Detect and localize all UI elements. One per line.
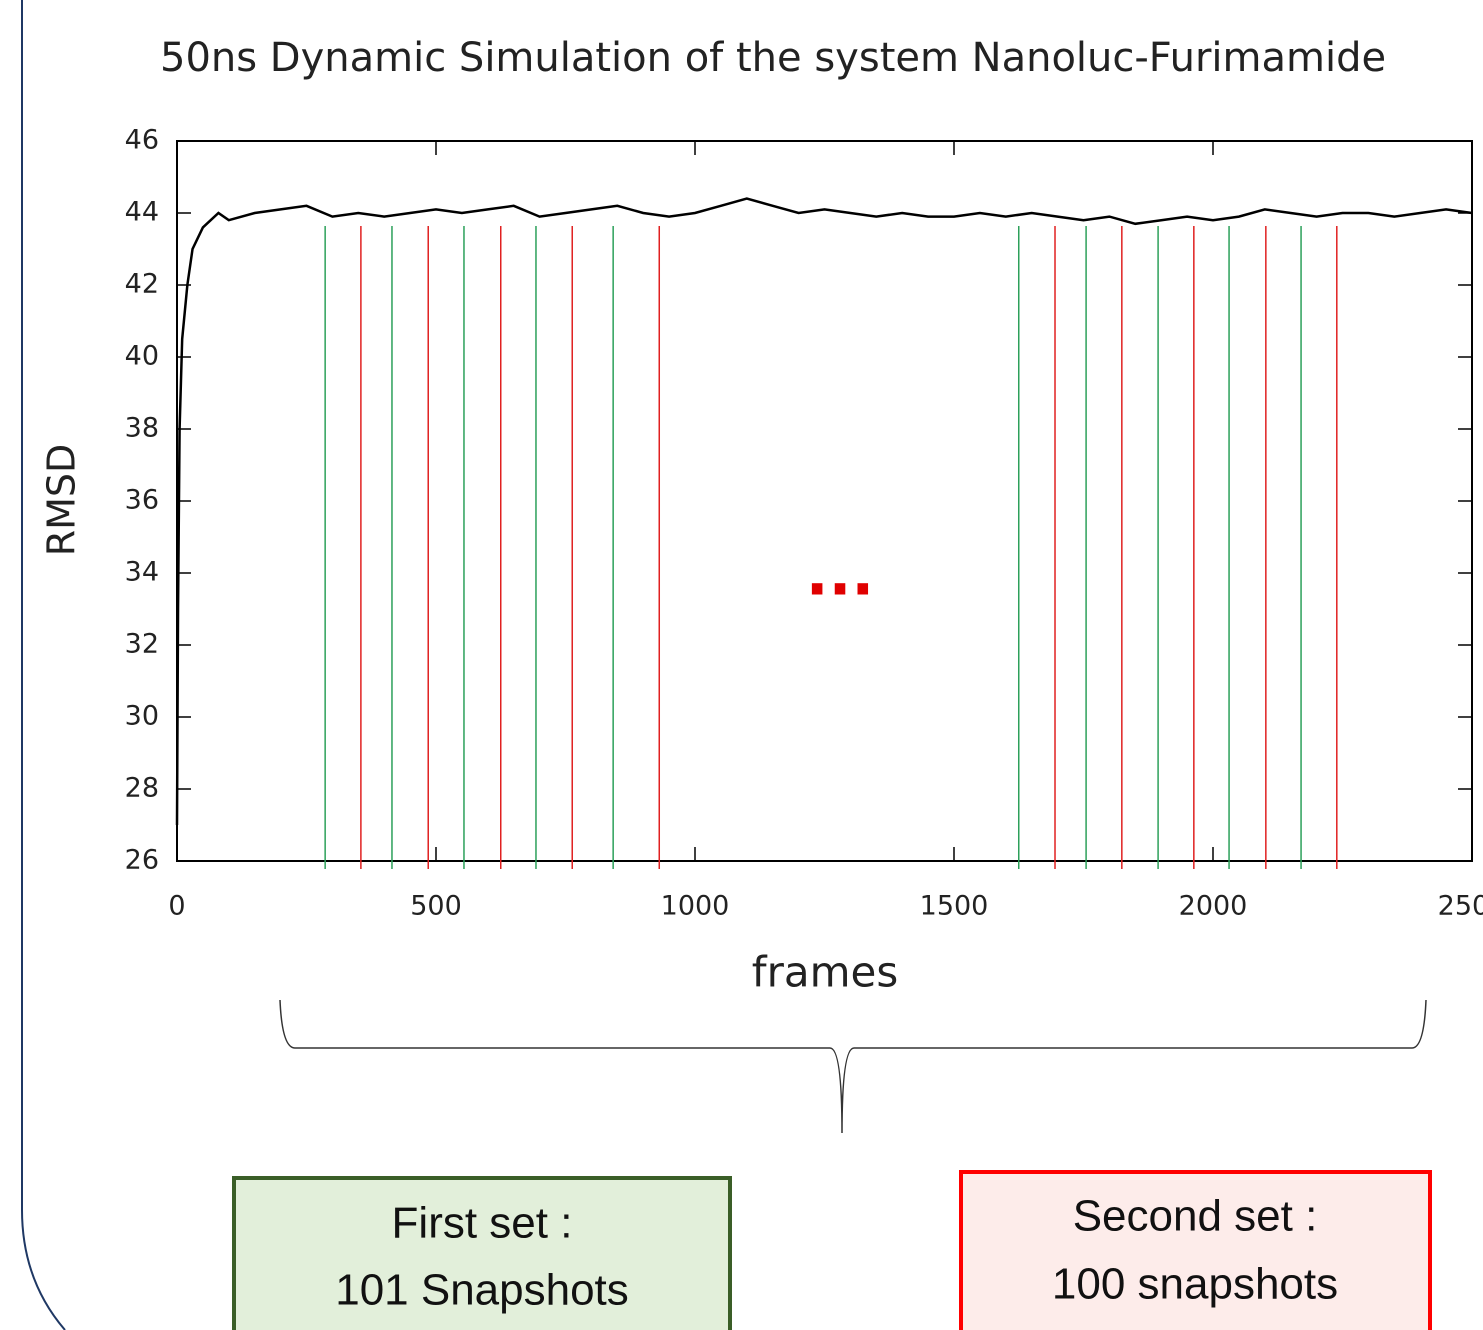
y-tick-label: 26 [125,845,159,876]
annotation-text: 101 Snapshots [335,1266,629,1315]
annotation-text: First set : [392,1199,573,1248]
x-tick-label: 500 [410,891,462,922]
y-tick-label: 40 [125,341,159,372]
x-tick-label: 2000 [1179,891,1248,922]
first-set-box [232,1176,732,1330]
x-tick-label: 0 [168,891,185,922]
y-tick-label: 44 [125,197,159,228]
y-tick-label: 30 [125,701,159,732]
rmsd-line [175,197,1473,826]
y-axis-label: RMSD [40,444,84,557]
y-tick-label: 36 [125,485,159,516]
y-tick-label: 34 [125,557,159,588]
brace [279,999,1427,1134]
plot-frame [176,140,1473,862]
annotation-text: 100 snapshots [1052,1260,1338,1309]
annotation-text: Second set : [1073,1192,1318,1241]
ellipsis: ... [806,540,874,610]
y-tick-label: 42 [125,269,159,300]
x-tick-label: 2500 [1438,891,1483,922]
chart-title: 50ns Dynamic Simulation of the system Na… [160,35,1386,81]
y-tick-label: 28 [125,773,159,804]
x-axis-label: frames [752,948,898,997]
x-tick-label: 1000 [661,891,730,922]
y-tick-label: 38 [125,413,159,444]
x-tick-label: 1500 [920,891,989,922]
y-tick-label: 46 [125,125,159,156]
slide-border [21,0,66,1330]
second-set-box [959,1170,1432,1330]
y-tick-label: 32 [125,629,159,660]
